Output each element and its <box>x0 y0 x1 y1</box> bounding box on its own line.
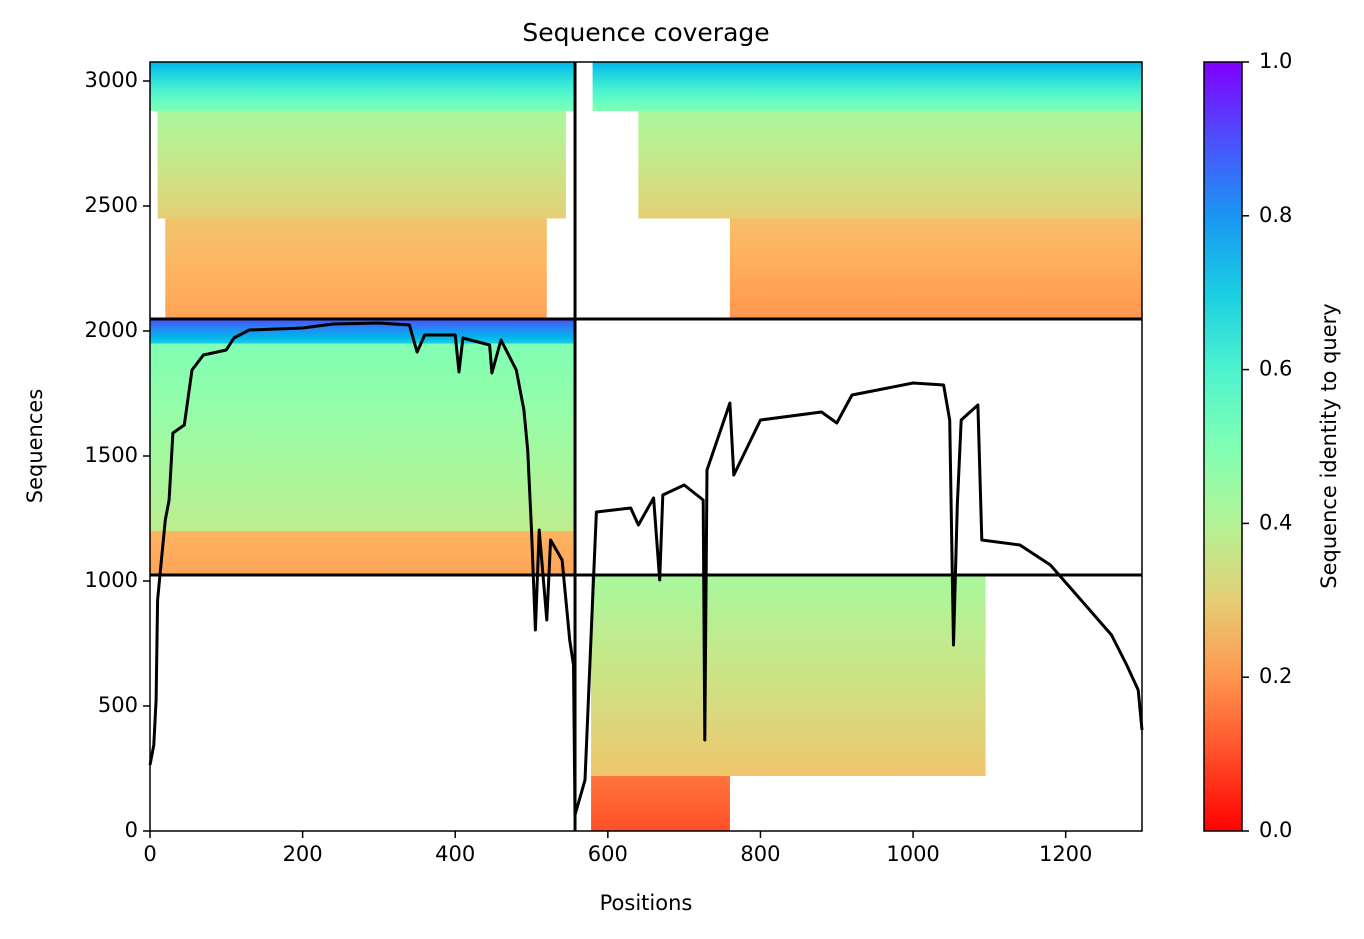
colorbar-tick-label: 0.0 <box>1259 818 1292 842</box>
colorbar <box>1203 61 1243 832</box>
x-tick-label: 400 <box>435 842 475 866</box>
x-tick-label: 800 <box>740 842 780 866</box>
colorbar-label: Sequence identity to query <box>1317 303 1341 588</box>
coverage-block <box>150 343 576 531</box>
y-tick-label: 0 <box>125 818 138 842</box>
coverage-line <box>148 321 1144 817</box>
colorbar-tick-label: 0.2 <box>1259 664 1292 688</box>
plot-frame <box>149 61 1143 832</box>
colorbar-tick-label: 0.8 <box>1259 203 1292 227</box>
coverage-block <box>729 218 1142 319</box>
x-axis-label: Positions <box>600 891 693 915</box>
y-axis-label: Sequences <box>23 389 47 504</box>
y-tick-label: 500 <box>98 693 138 717</box>
coverage-block <box>150 531 576 575</box>
y-tick-label: 3000 <box>85 68 138 92</box>
chart-title: Sequence coverage <box>522 18 769 47</box>
x-tick-label: 1000 <box>886 842 939 866</box>
colorbar-tick-label: 0.6 <box>1259 357 1292 381</box>
x-tick-label: 1200 <box>1039 842 1092 866</box>
x-tick-label: 200 <box>283 842 323 866</box>
y-tick-label: 2000 <box>85 318 138 342</box>
colorbar-tick-label: 1.0 <box>1259 49 1292 73</box>
y-tick-label: 1500 <box>85 443 138 467</box>
y-tick-label: 2500 <box>85 193 138 217</box>
x-tick-label: 600 <box>588 842 628 866</box>
x-tick-label: 0 <box>143 842 156 866</box>
coverage-block <box>592 62 1142 111</box>
coverage-block <box>165 218 547 319</box>
coverage-block <box>591 776 730 831</box>
colorbar-tick-label: 0.4 <box>1259 510 1292 534</box>
coverage-block <box>638 111 1142 219</box>
coverage-block <box>157 111 566 219</box>
coverage-block <box>150 62 576 111</box>
y-tick-label: 1000 <box>85 568 138 592</box>
coverage-block <box>591 575 986 776</box>
